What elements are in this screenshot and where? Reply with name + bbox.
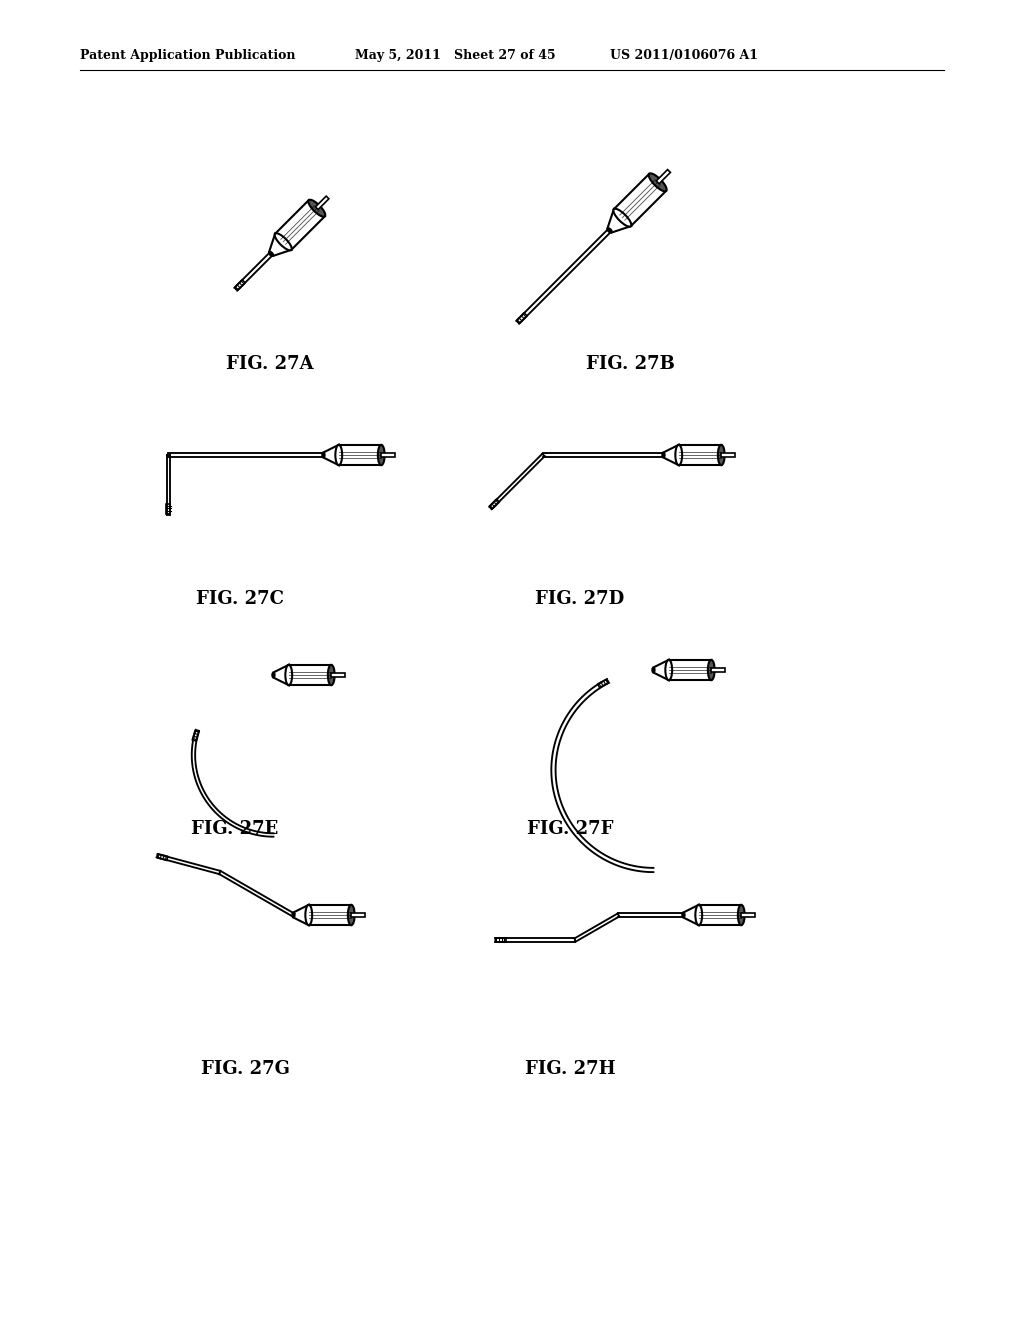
Ellipse shape (286, 665, 292, 685)
Ellipse shape (718, 445, 725, 465)
Text: FIG. 27F: FIG. 27F (526, 820, 613, 838)
Text: FIG. 27A: FIG. 27A (226, 355, 313, 374)
Ellipse shape (348, 904, 354, 925)
Ellipse shape (305, 904, 312, 925)
Polygon shape (517, 321, 520, 323)
Ellipse shape (378, 445, 385, 465)
Polygon shape (381, 453, 395, 457)
Ellipse shape (328, 665, 335, 685)
Polygon shape (489, 506, 493, 508)
Polygon shape (331, 673, 345, 677)
Text: Patent Application Publication: Patent Application Publication (80, 49, 296, 62)
Ellipse shape (738, 904, 744, 925)
Polygon shape (315, 197, 329, 210)
Text: May 5, 2011   Sheet 27 of 45: May 5, 2011 Sheet 27 of 45 (355, 49, 556, 62)
Ellipse shape (708, 660, 715, 680)
Polygon shape (157, 854, 159, 858)
Ellipse shape (613, 209, 631, 227)
Polygon shape (234, 286, 238, 290)
Polygon shape (351, 913, 365, 916)
Polygon shape (741, 913, 755, 916)
Polygon shape (606, 680, 608, 684)
Ellipse shape (649, 173, 667, 191)
Ellipse shape (274, 234, 292, 251)
Text: FIG. 27C: FIG. 27C (196, 590, 284, 609)
Ellipse shape (308, 199, 326, 216)
Text: US 2011/0106076 A1: US 2011/0106076 A1 (610, 49, 758, 62)
Polygon shape (721, 453, 735, 457)
Text: FIG. 27G: FIG. 27G (201, 1060, 290, 1078)
Text: FIG. 27E: FIG. 27E (191, 820, 279, 838)
Ellipse shape (335, 445, 342, 465)
Text: FIG. 27H: FIG. 27H (524, 1060, 615, 1078)
Ellipse shape (695, 904, 702, 925)
Text: FIG. 27D: FIG. 27D (536, 590, 625, 609)
Ellipse shape (666, 660, 672, 680)
Polygon shape (712, 668, 725, 672)
Polygon shape (196, 730, 199, 731)
Text: FIG. 27B: FIG. 27B (586, 355, 675, 374)
Ellipse shape (676, 445, 682, 465)
Polygon shape (656, 169, 671, 183)
